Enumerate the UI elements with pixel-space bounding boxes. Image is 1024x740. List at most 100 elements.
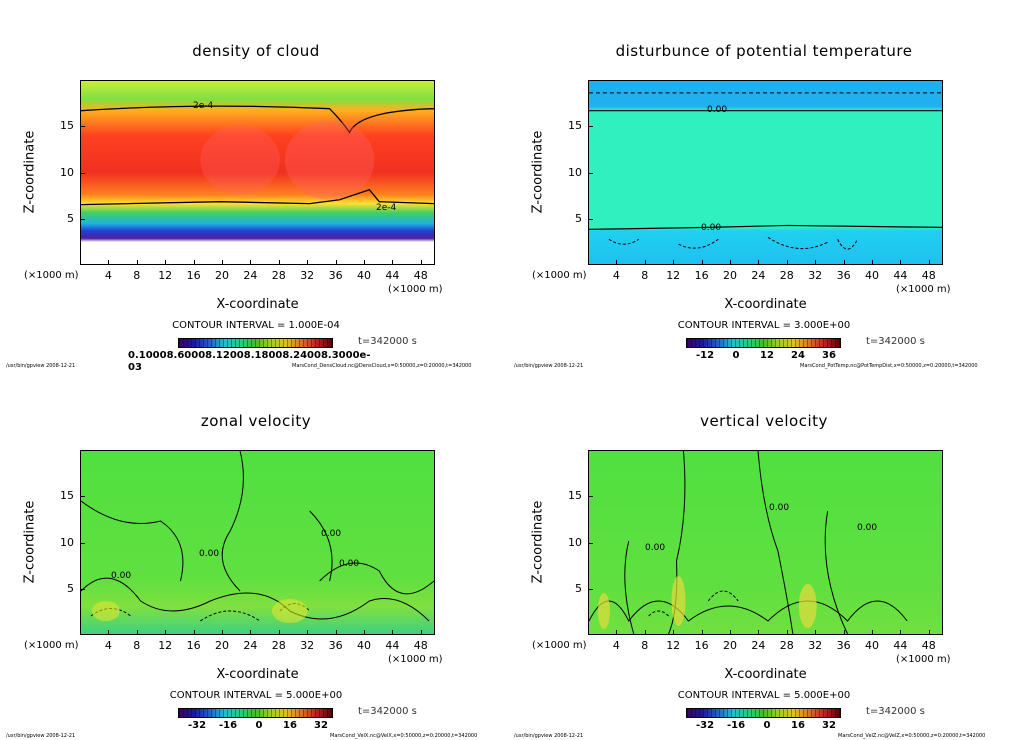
colorbar [178,338,333,348]
x-tick-mark [758,260,760,265]
x-tick-mark [193,260,195,265]
colorbar-tick-label: 16 [791,720,805,731]
colorbar-tick-label: 0 [255,720,263,731]
x-tick-mark [928,260,930,265]
x-tick-label: 44 [893,269,908,282]
x-tick-mark [815,260,817,265]
colorbar [686,338,841,348]
x-tick-label: 48 [413,269,428,282]
x-tick-label: 48 [921,269,936,282]
x-tick-mark [872,260,873,265]
time-label: t=342000 s [358,336,417,347]
chart-title: disturbunce of potential temperature [615,42,913,60]
x-tick-label: 48 [921,639,936,652]
time-label: t=342000 s [358,706,417,717]
x-tick-mark [928,630,930,635]
x-tick-label: 8 [641,269,649,282]
y-tick-mark [80,126,85,128]
contour-label: 0.00 [111,571,132,581]
x-tick-label: 28 [779,269,794,282]
x-axis-label: X-coordinate [216,667,299,682]
colorbar-tick-label: 16 [283,720,297,731]
y-tick-label: 15 [568,489,582,503]
y-tick-mark [80,496,85,498]
y-axis-label: Z-coordinate [530,130,546,214]
x-tick-mark [222,260,223,265]
y-tick-mark [80,172,85,174]
x-tick-mark [278,260,280,265]
y-axis-label: Z-coordinate [22,500,38,584]
x-tick-mark [900,260,902,265]
x-tick-label: 24 [243,269,258,282]
x-tick-mark [165,260,167,265]
plot-area: 0.00 0.00 [588,80,943,265]
x-tick-mark [136,630,138,635]
x-axis-label: X-coordinate [724,297,807,312]
x-tick-mark [165,630,167,635]
y-tick-mark [588,126,593,128]
x-tick-label: 36 [328,639,343,652]
x-tick-label: 20 [215,269,229,282]
footer-left: /usr/bin/gpview 2008-12-21 [514,363,584,369]
x-tick-label: 44 [385,269,400,282]
x-tick-mark [108,260,110,265]
x-axis-label: X-coordinate [216,297,299,312]
x-tick-label: 36 [328,269,343,282]
y-tick-mark [80,218,85,220]
x-tick-label: 32 [300,269,315,282]
y-unit-label: (×1000 m) [24,270,79,281]
x-tick-mark [108,630,110,635]
colorbar-tick-label: 36 [822,350,836,361]
y-tick-mark [588,496,593,498]
x-tick-mark [730,630,731,635]
plot-area: 0.00 0.00 0.00 [588,450,943,635]
x-tick-label: 20 [215,639,229,652]
x-tick-mark [673,630,675,635]
y-tick-label: 15 [568,119,582,133]
y-axis-label: Z-coordinate [530,500,546,584]
x-tick-mark [250,630,252,635]
x-tick-mark [758,630,760,635]
panel-potential-temperature: disturbunce of potential temperature 0.0… [508,0,1020,370]
x-tick-mark [701,260,703,265]
contour-label: 0.00 [321,529,342,539]
colorbar-tick-label: 0 [732,350,740,361]
x-tick-label: 28 [271,639,286,652]
x-tick-mark [278,630,280,635]
x-tick-label: 4 [612,639,620,652]
contour-interval: CONTOUR INTERVAL = 5.000E+00 [677,690,851,701]
x-unit-label: (×1000 m) [388,654,443,665]
x-tick-label: 32 [808,639,823,652]
x-tick-label: 44 [385,639,400,652]
x-tick-mark [673,260,675,265]
contour-label: 0.00 [701,223,722,233]
x-tick-label: 36 [836,639,851,652]
x-tick-mark [250,260,252,265]
x-axis-label: X-coordinate [724,667,807,682]
panel-density-of-cloud: density of cloud 2e-4 2e-4 Z-coordinate … [0,0,512,373]
colorbar-labels: 0.10008.60008.12008.18008.24008.3000e-03 [128,350,371,373]
contour-interval: CONTOUR INTERVAL = 3.000E+00 [677,320,851,331]
x-tick-mark [335,630,337,635]
y-tick-label: 5 [67,211,74,225]
colorbar-tick-label: 12 [760,350,774,361]
y-tick-label: 10 [60,535,74,549]
x-unit-label: (×1000 m) [388,284,443,295]
contour-interval: CONTOUR INTERVAL = 5.000E+00 [169,690,343,701]
contour-label: 0.00 [339,559,360,569]
x-tick-mark [900,630,902,635]
x-tick-mark [616,260,618,265]
contour-label: 0.00 [769,503,790,513]
y-tick-label: 10 [568,535,582,549]
x-tick-mark [307,630,309,635]
x-tick-label: 8 [133,639,141,652]
x-tick-mark [815,630,817,635]
footer-left: /usr/bin/gpview 2008-12-21 [514,733,584,739]
contour-label: 0.00 [857,523,878,533]
x-tick-mark [730,260,731,265]
plot-area: 2e-4 2e-4 [80,80,435,265]
x-tick-mark [786,260,788,265]
footer-left: /usr/bin/gpview 2008-12-21 [6,733,76,739]
colorbar [686,708,841,718]
contour-label: 0.00 [707,105,728,115]
